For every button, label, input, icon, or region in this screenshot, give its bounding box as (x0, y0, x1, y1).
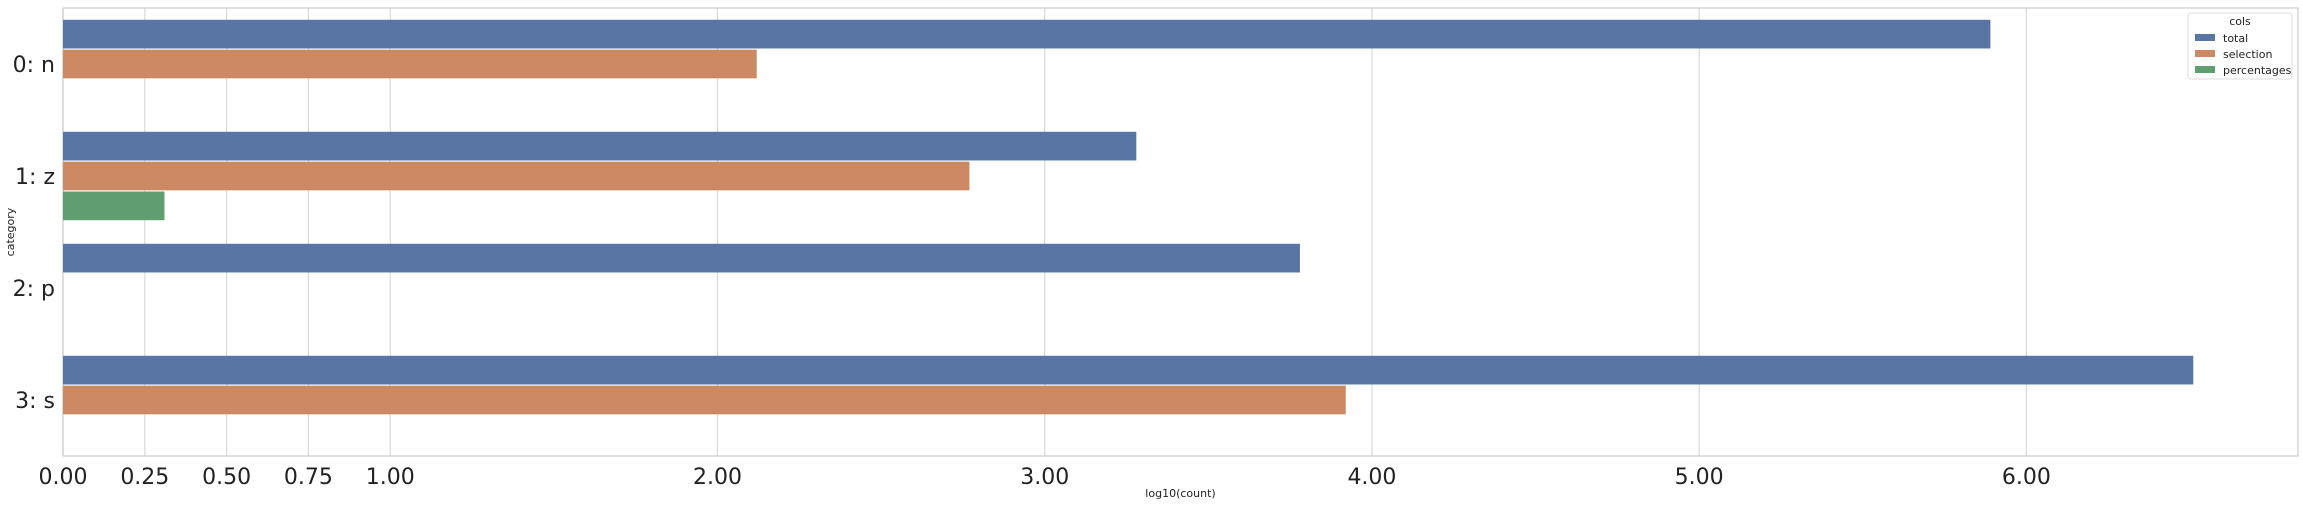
x-tick-label: 5.00 (1675, 465, 1724, 490)
bar-total (63, 19, 1991, 49)
legend-box (2187, 12, 2293, 80)
x-tick-label: 0.25 (120, 465, 169, 490)
legend-swatch-selection (2195, 50, 2215, 57)
x-tick-label: 4.00 (1347, 465, 1396, 490)
legend: cols total selection percentages (2187, 12, 2293, 80)
bar-total (63, 243, 1300, 273)
bar-selection (63, 161, 970, 191)
x-tick-label: 2.00 (693, 465, 742, 490)
y-tick-label: 0: n (13, 53, 55, 78)
plot-frame (62, 7, 2299, 457)
legend-swatch-total (2195, 34, 2215, 41)
legend-label-percentages: percentages (2223, 64, 2292, 77)
x-axis-label: log10(count) (1145, 487, 1215, 500)
bar-selection (63, 385, 1346, 415)
y-axis-label: category (4, 207, 17, 256)
bar-total (63, 355, 2194, 385)
legend-swatch-percentages (2195, 66, 2215, 73)
y-tick-label: 3: s (15, 389, 55, 414)
x-tick-label: 1.00 (366, 465, 415, 490)
legend-items: total selection percentages (2195, 32, 2292, 77)
x-tick-label: 3.00 (1020, 465, 1069, 490)
bar-selection (63, 49, 757, 79)
x-tick-label: 0.00 (39, 465, 88, 490)
legend-label-selection: selection (2223, 48, 2272, 61)
x-tick-label: 0.75 (284, 465, 333, 490)
y-tick-label: 1: z (15, 165, 55, 190)
x-tick-label: 6.00 (2002, 465, 2051, 490)
y-tick-labels: 0: n 1: z 2: p 3: s (13, 53, 55, 414)
bars (63, 19, 2194, 415)
y-tick-label: 2: p (13, 277, 55, 302)
legend-label-total: total (2223, 32, 2248, 45)
bar-total (63, 131, 1137, 161)
x-tick-labels: 0.00 0.25 0.50 0.75 1.00 2.00 3.00 4.00 5.00 6.00 (39, 465, 2051, 490)
legend-title: cols (2229, 15, 2251, 28)
x-tick-label: 0.50 (202, 465, 251, 490)
bar-percentages (63, 191, 165, 221)
